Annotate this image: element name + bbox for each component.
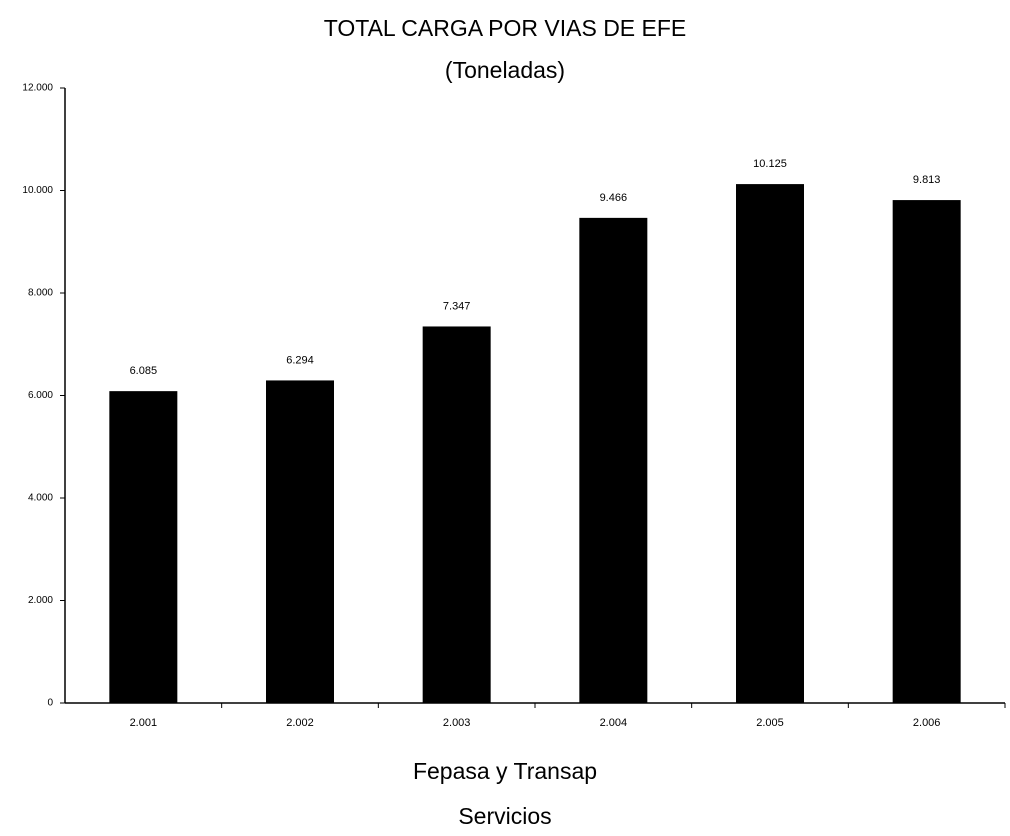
y-tick-label: 6.000: [28, 390, 53, 401]
y-tick-label: 10.000: [22, 185, 53, 196]
x-axis-label: Fepasa y Transap: [413, 758, 597, 784]
bar: [266, 380, 334, 703]
bar: [579, 217, 648, 703]
x-tick-label: 2.002: [286, 717, 314, 729]
value-label: 9.813: [913, 174, 941, 186]
x-tick-label: 2.003: [443, 717, 471, 729]
value-label: 6.085: [130, 365, 158, 377]
bar: [422, 326, 491, 703]
y-tick-label: 2.000: [28, 595, 53, 606]
bar: [736, 184, 804, 703]
x-tick-label: 2.001: [130, 717, 158, 729]
y-tick-label: 0: [47, 698, 53, 709]
y-tick-label: 12.000: [22, 83, 53, 94]
bar: [892, 200, 961, 704]
note: Servicios: [458, 803, 551, 829]
value-label: 9.466: [600, 192, 628, 204]
x-tick-label: 2.006: [913, 717, 941, 729]
bar: [109, 391, 178, 703]
chart-subtitle: (Toneladas): [445, 57, 565, 83]
value-label: 6.294: [286, 354, 314, 366]
x-tick-label: 2.004: [600, 717, 628, 729]
value-label: 10.125: [753, 158, 787, 170]
value-label: 7.347: [443, 300, 471, 312]
y-tick-label: 4.000: [28, 493, 53, 504]
x-tick-label: 2.005: [756, 717, 784, 729]
y-tick-label: 8.000: [28, 288, 53, 299]
chart-title: TOTAL CARGA POR VIAS DE EFE: [324, 15, 687, 41]
